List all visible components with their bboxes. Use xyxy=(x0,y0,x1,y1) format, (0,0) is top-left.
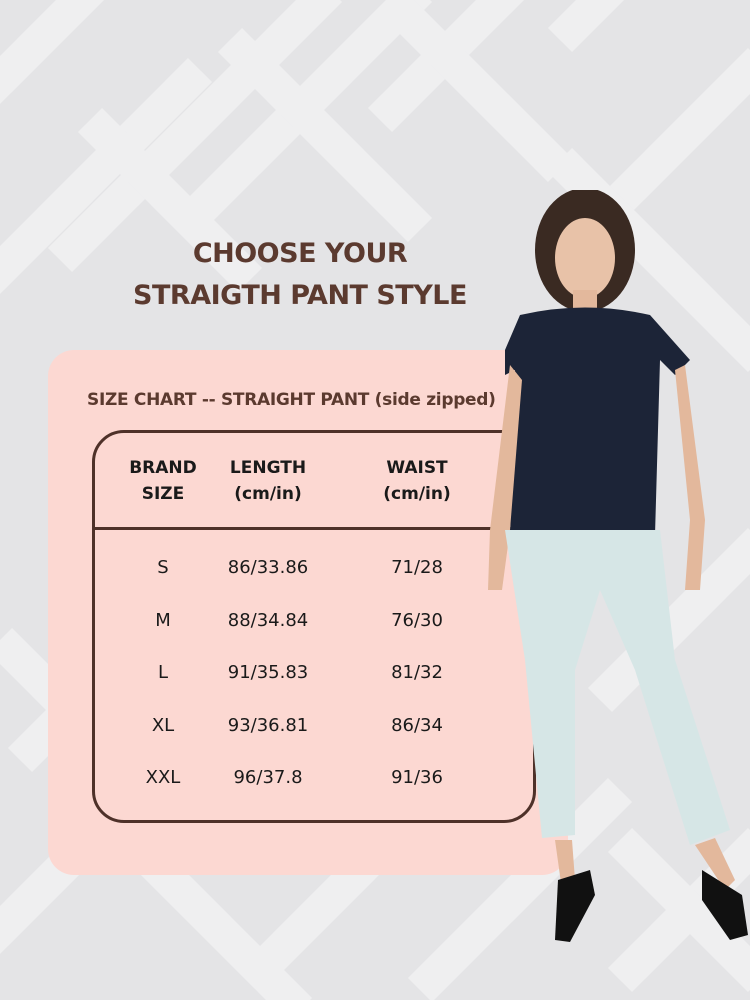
size-cell: M xyxy=(155,609,171,631)
size-cell: XXL xyxy=(145,767,181,788)
length-cell: 88/34.84 xyxy=(227,609,309,631)
length-cell: 93/36.81 xyxy=(227,714,309,736)
header-line: SIZE xyxy=(141,484,185,504)
header-line: BRAND xyxy=(129,458,197,478)
size-chart-panel xyxy=(48,350,568,875)
length-cell: 86/33.86 xyxy=(227,557,309,578)
header-waist: WAIST (cm/in) xyxy=(357,455,477,507)
waist-cell: 86/34 xyxy=(391,714,443,736)
waist-cell: 71/28 xyxy=(391,557,443,578)
header-brand-size: BRAND SIZE xyxy=(103,455,223,507)
size-cell: XL xyxy=(151,714,175,736)
heading-line-1: CHOOSE YOUR xyxy=(192,238,408,269)
waist-cell: 76/30 xyxy=(391,609,443,631)
size-cell: L xyxy=(157,662,169,683)
heading-line-2: STRAIGTH PANT STYLE xyxy=(133,280,467,311)
header-line: (cm/in) xyxy=(383,484,451,504)
model-photo xyxy=(488,190,748,942)
header-line: (cm/in) xyxy=(234,484,302,504)
size-chart-title: SIZE CHART -- STRAIGHT PANT (side zipped… xyxy=(87,390,496,410)
length-cell: 91/35.83 xyxy=(227,662,309,683)
waist-cell: 81/32 xyxy=(391,662,443,683)
header-line: LENGTH xyxy=(229,458,307,478)
length-cell: 96/37.8 xyxy=(233,767,303,788)
header-length: LENGTH (cm/in) xyxy=(208,455,328,507)
size-cell: S xyxy=(157,557,169,578)
header-divider xyxy=(92,527,536,530)
waist-cell: 91/36 xyxy=(391,767,443,788)
header-line: WAIST xyxy=(386,458,448,478)
